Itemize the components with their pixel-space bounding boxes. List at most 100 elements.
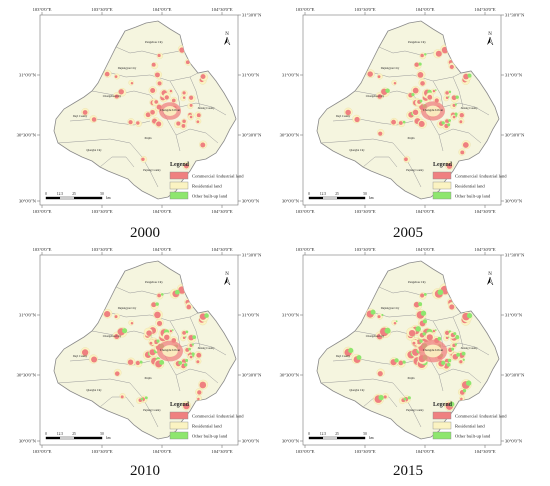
other-builtup-patch — [381, 313, 384, 317]
lat-label-right: 31°0'0"N — [505, 313, 523, 318]
commercial-patch — [154, 72, 160, 78]
commercial-patch — [85, 298, 90, 303]
scale-bar — [308, 196, 366, 200]
district-boundary — [169, 80, 181, 108]
lon-label-top: 103°30'0"E — [354, 247, 375, 252]
commercial-patch — [413, 301, 420, 308]
legend: Legend Commercial /industrial land Residen… — [432, 162, 507, 200]
scale-tick-label: 50 — [363, 192, 367, 196]
district-boundary — [115, 46, 181, 56]
lon-label-top: 103°30'0"E — [91, 7, 112, 12]
north-arrow-icon — [224, 276, 231, 286]
other-builtup-patch — [447, 358, 452, 363]
commercial-patch — [420, 53, 424, 58]
lat-label-right: 30°30'0"N — [505, 373, 525, 378]
scale-tick-label: 12.5 — [57, 192, 63, 196]
commercial-patch — [449, 64, 454, 70]
legend-swatch — [169, 431, 189, 440]
map-frame — [39, 254, 239, 446]
other-builtup-patch — [185, 358, 189, 362]
legend-swatch — [432, 421, 452, 430]
commercial-patch — [130, 321, 134, 325]
district-boundary — [432, 80, 444, 108]
district-boundary — [378, 286, 444, 296]
legend-swatch — [169, 421, 189, 430]
lon-label-top: 103°0'0"E — [296, 247, 315, 252]
district-label: Pujiang County — [143, 409, 161, 412]
commercial-patch — [451, 95, 457, 101]
commercial-patch — [199, 405, 207, 413]
commercial-patch — [185, 347, 190, 352]
lat-label-right: 31°30'0"N — [505, 253, 525, 258]
district-label: Pengzhou City — [408, 280, 426, 284]
legend-swatch — [169, 411, 189, 420]
other-builtup-patch — [437, 289, 444, 296]
commercial-patch — [157, 81, 162, 86]
commercial-patch — [179, 47, 185, 53]
commercial-patch — [460, 397, 463, 401]
district-boundary — [57, 138, 131, 144]
legend-swatch — [169, 191, 189, 200]
commercial-patch — [182, 336, 186, 340]
other-builtup-patch — [370, 309, 376, 315]
legend-swatch — [432, 171, 452, 180]
legend-swatch — [169, 181, 189, 190]
district-label: Dayi County — [73, 355, 88, 358]
commercial-patch — [183, 402, 190, 410]
lon-label-top: 104°30'0"E — [211, 7, 232, 12]
commercial-patch — [412, 341, 416, 345]
district-label: Chongzhou City — [366, 335, 385, 338]
other-builtup-patch — [422, 332, 426, 336]
commercial-patch — [378, 131, 383, 136]
commercial-patch — [377, 315, 381, 319]
urban-core-residential — [424, 344, 442, 358]
legend: Legend Commercial /industrial land Residen… — [169, 162, 244, 200]
other-builtup-patch — [456, 352, 461, 357]
commercial-patch — [151, 62, 156, 67]
legend-swatch — [432, 181, 452, 190]
district-label: Qionglai City — [86, 389, 102, 392]
lon-label-bottom: 104°30'0"E — [474, 449, 495, 454]
commercial-patch — [135, 360, 140, 366]
scale-tick-label: 0 — [45, 192, 47, 196]
commercial-patch — [181, 123, 186, 128]
commercial-patch — [445, 119, 450, 124]
commercial-patch — [91, 117, 97, 122]
map-frame — [302, 254, 502, 446]
other-builtup-patch — [422, 319, 427, 324]
lon-label-top: 104°0'0"E — [416, 247, 435, 252]
district-boundary — [129, 142, 159, 188]
scale-tick-label: 50 — [100, 432, 104, 436]
commercial-patch — [348, 298, 353, 303]
commercial-patch — [157, 293, 162, 298]
commercial-patch — [414, 62, 419, 67]
other-builtup-patch — [188, 347, 191, 351]
commercial-patch — [445, 96, 449, 99]
district-label: Dujiangyan City — [381, 307, 400, 310]
other-builtup-patch — [348, 347, 354, 354]
commercial-patch — [104, 71, 110, 77]
district-boundary — [189, 76, 201, 108]
commercial-patch — [427, 94, 433, 100]
commercial-patch — [130, 82, 134, 85]
commercial-patch — [141, 157, 145, 162]
other-builtup-patch — [441, 121, 445, 125]
district-boundary — [438, 128, 482, 144]
commercial-patch — [171, 98, 176, 103]
legend-swatch — [169, 171, 189, 180]
lon-label-top: 103°0'0"E — [33, 247, 52, 252]
other-builtup-patch — [462, 388, 467, 393]
commercial-patch — [196, 113, 201, 118]
commercial-patch — [449, 304, 455, 310]
other-builtup-patch — [453, 332, 457, 336]
district-label: Pujiang County — [406, 169, 424, 172]
legend-label: Residential land — [192, 184, 222, 189]
commercial-patch — [156, 320, 163, 326]
commercial-patch — [432, 89, 436, 93]
commercial-patch — [164, 334, 170, 341]
legend: Legend Commercial /industrial land Residen… — [169, 402, 244, 440]
commercial-patch — [445, 336, 449, 340]
district-label: Dayi County — [336, 115, 351, 118]
commercial-patch — [85, 58, 89, 63]
commercial-patch — [462, 142, 469, 148]
